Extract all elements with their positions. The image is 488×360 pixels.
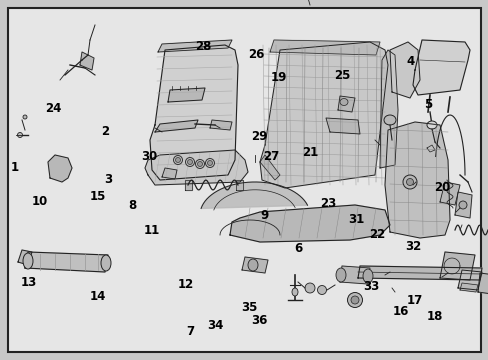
Text: 7: 7 [186, 325, 194, 338]
Text: 32: 32 [404, 240, 421, 253]
Polygon shape [357, 266, 481, 280]
Text: 26: 26 [248, 48, 264, 60]
Polygon shape [25, 252, 108, 272]
Ellipse shape [406, 179, 413, 185]
Ellipse shape [350, 296, 358, 304]
Polygon shape [477, 273, 488, 294]
Text: 4: 4 [406, 55, 414, 68]
Text: 33: 33 [363, 280, 379, 293]
Text: 9: 9 [260, 210, 267, 222]
Text: 5: 5 [423, 98, 431, 111]
Ellipse shape [205, 158, 214, 167]
Text: 16: 16 [392, 305, 408, 318]
Ellipse shape [317, 285, 326, 294]
Polygon shape [150, 45, 238, 180]
Ellipse shape [335, 268, 346, 282]
Polygon shape [379, 50, 397, 168]
Polygon shape [426, 145, 434, 152]
Ellipse shape [23, 115, 27, 119]
Ellipse shape [305, 283, 314, 293]
Polygon shape [201, 182, 307, 208]
Text: 19: 19 [270, 71, 286, 84]
Polygon shape [168, 88, 204, 102]
Text: 15: 15 [89, 190, 106, 203]
Polygon shape [229, 205, 389, 242]
Polygon shape [389, 42, 419, 98]
Ellipse shape [339, 99, 347, 105]
Polygon shape [260, 155, 280, 180]
Ellipse shape [402, 175, 416, 189]
Polygon shape [242, 257, 267, 273]
Ellipse shape [185, 157, 194, 166]
Text: 27: 27 [263, 150, 279, 163]
Polygon shape [145, 150, 247, 185]
Text: 10: 10 [32, 195, 48, 208]
Ellipse shape [291, 288, 297, 296]
Ellipse shape [458, 201, 466, 209]
Ellipse shape [383, 115, 395, 125]
Text: 25: 25 [333, 69, 350, 82]
Text: 6: 6 [294, 242, 302, 255]
Polygon shape [155, 120, 198, 132]
Polygon shape [18, 250, 32, 265]
Polygon shape [457, 270, 481, 290]
Polygon shape [325, 118, 359, 134]
Text: 29: 29 [250, 130, 267, 143]
Ellipse shape [247, 259, 258, 271]
Text: 34: 34 [206, 319, 223, 332]
Ellipse shape [23, 253, 33, 269]
Polygon shape [48, 155, 72, 182]
Ellipse shape [426, 121, 436, 129]
Polygon shape [439, 182, 459, 205]
Ellipse shape [18, 132, 22, 138]
Polygon shape [80, 52, 94, 70]
Text: 12: 12 [177, 278, 194, 291]
Text: 31: 31 [347, 213, 364, 226]
Ellipse shape [195, 159, 204, 168]
Text: 28: 28 [194, 40, 211, 53]
Polygon shape [162, 168, 177, 179]
Text: 18: 18 [426, 310, 443, 323]
Polygon shape [269, 40, 379, 55]
Polygon shape [459, 283, 477, 292]
Polygon shape [184, 180, 192, 190]
Text: 3: 3 [104, 174, 112, 186]
Text: 8: 8 [128, 199, 136, 212]
Ellipse shape [175, 157, 180, 162]
Text: 17: 17 [406, 294, 422, 307]
Text: 24: 24 [45, 102, 62, 114]
Text: 1: 1 [11, 161, 19, 174]
Text: 36: 36 [250, 314, 267, 327]
Polygon shape [337, 96, 354, 112]
Polygon shape [439, 252, 474, 280]
Polygon shape [158, 40, 231, 52]
Ellipse shape [207, 161, 212, 166]
Polygon shape [236, 180, 243, 190]
Text: 21: 21 [302, 147, 318, 159]
Text: 13: 13 [20, 276, 37, 289]
Ellipse shape [347, 292, 362, 307]
Text: 35: 35 [241, 301, 257, 314]
Polygon shape [260, 42, 387, 188]
Polygon shape [384, 122, 449, 238]
Ellipse shape [173, 156, 182, 165]
Ellipse shape [187, 159, 192, 165]
Text: 22: 22 [368, 228, 385, 240]
Text: 23: 23 [320, 197, 336, 210]
Polygon shape [412, 40, 469, 95]
Text: 30: 30 [141, 150, 157, 163]
Ellipse shape [197, 162, 202, 166]
Polygon shape [339, 266, 369, 284]
Text: 14: 14 [89, 291, 106, 303]
Text: 20: 20 [433, 181, 450, 194]
Text: 2: 2 [101, 125, 109, 138]
Polygon shape [454, 192, 471, 218]
Ellipse shape [362, 269, 372, 283]
Ellipse shape [101, 255, 111, 271]
Text: 11: 11 [143, 224, 160, 237]
Polygon shape [209, 120, 231, 130]
